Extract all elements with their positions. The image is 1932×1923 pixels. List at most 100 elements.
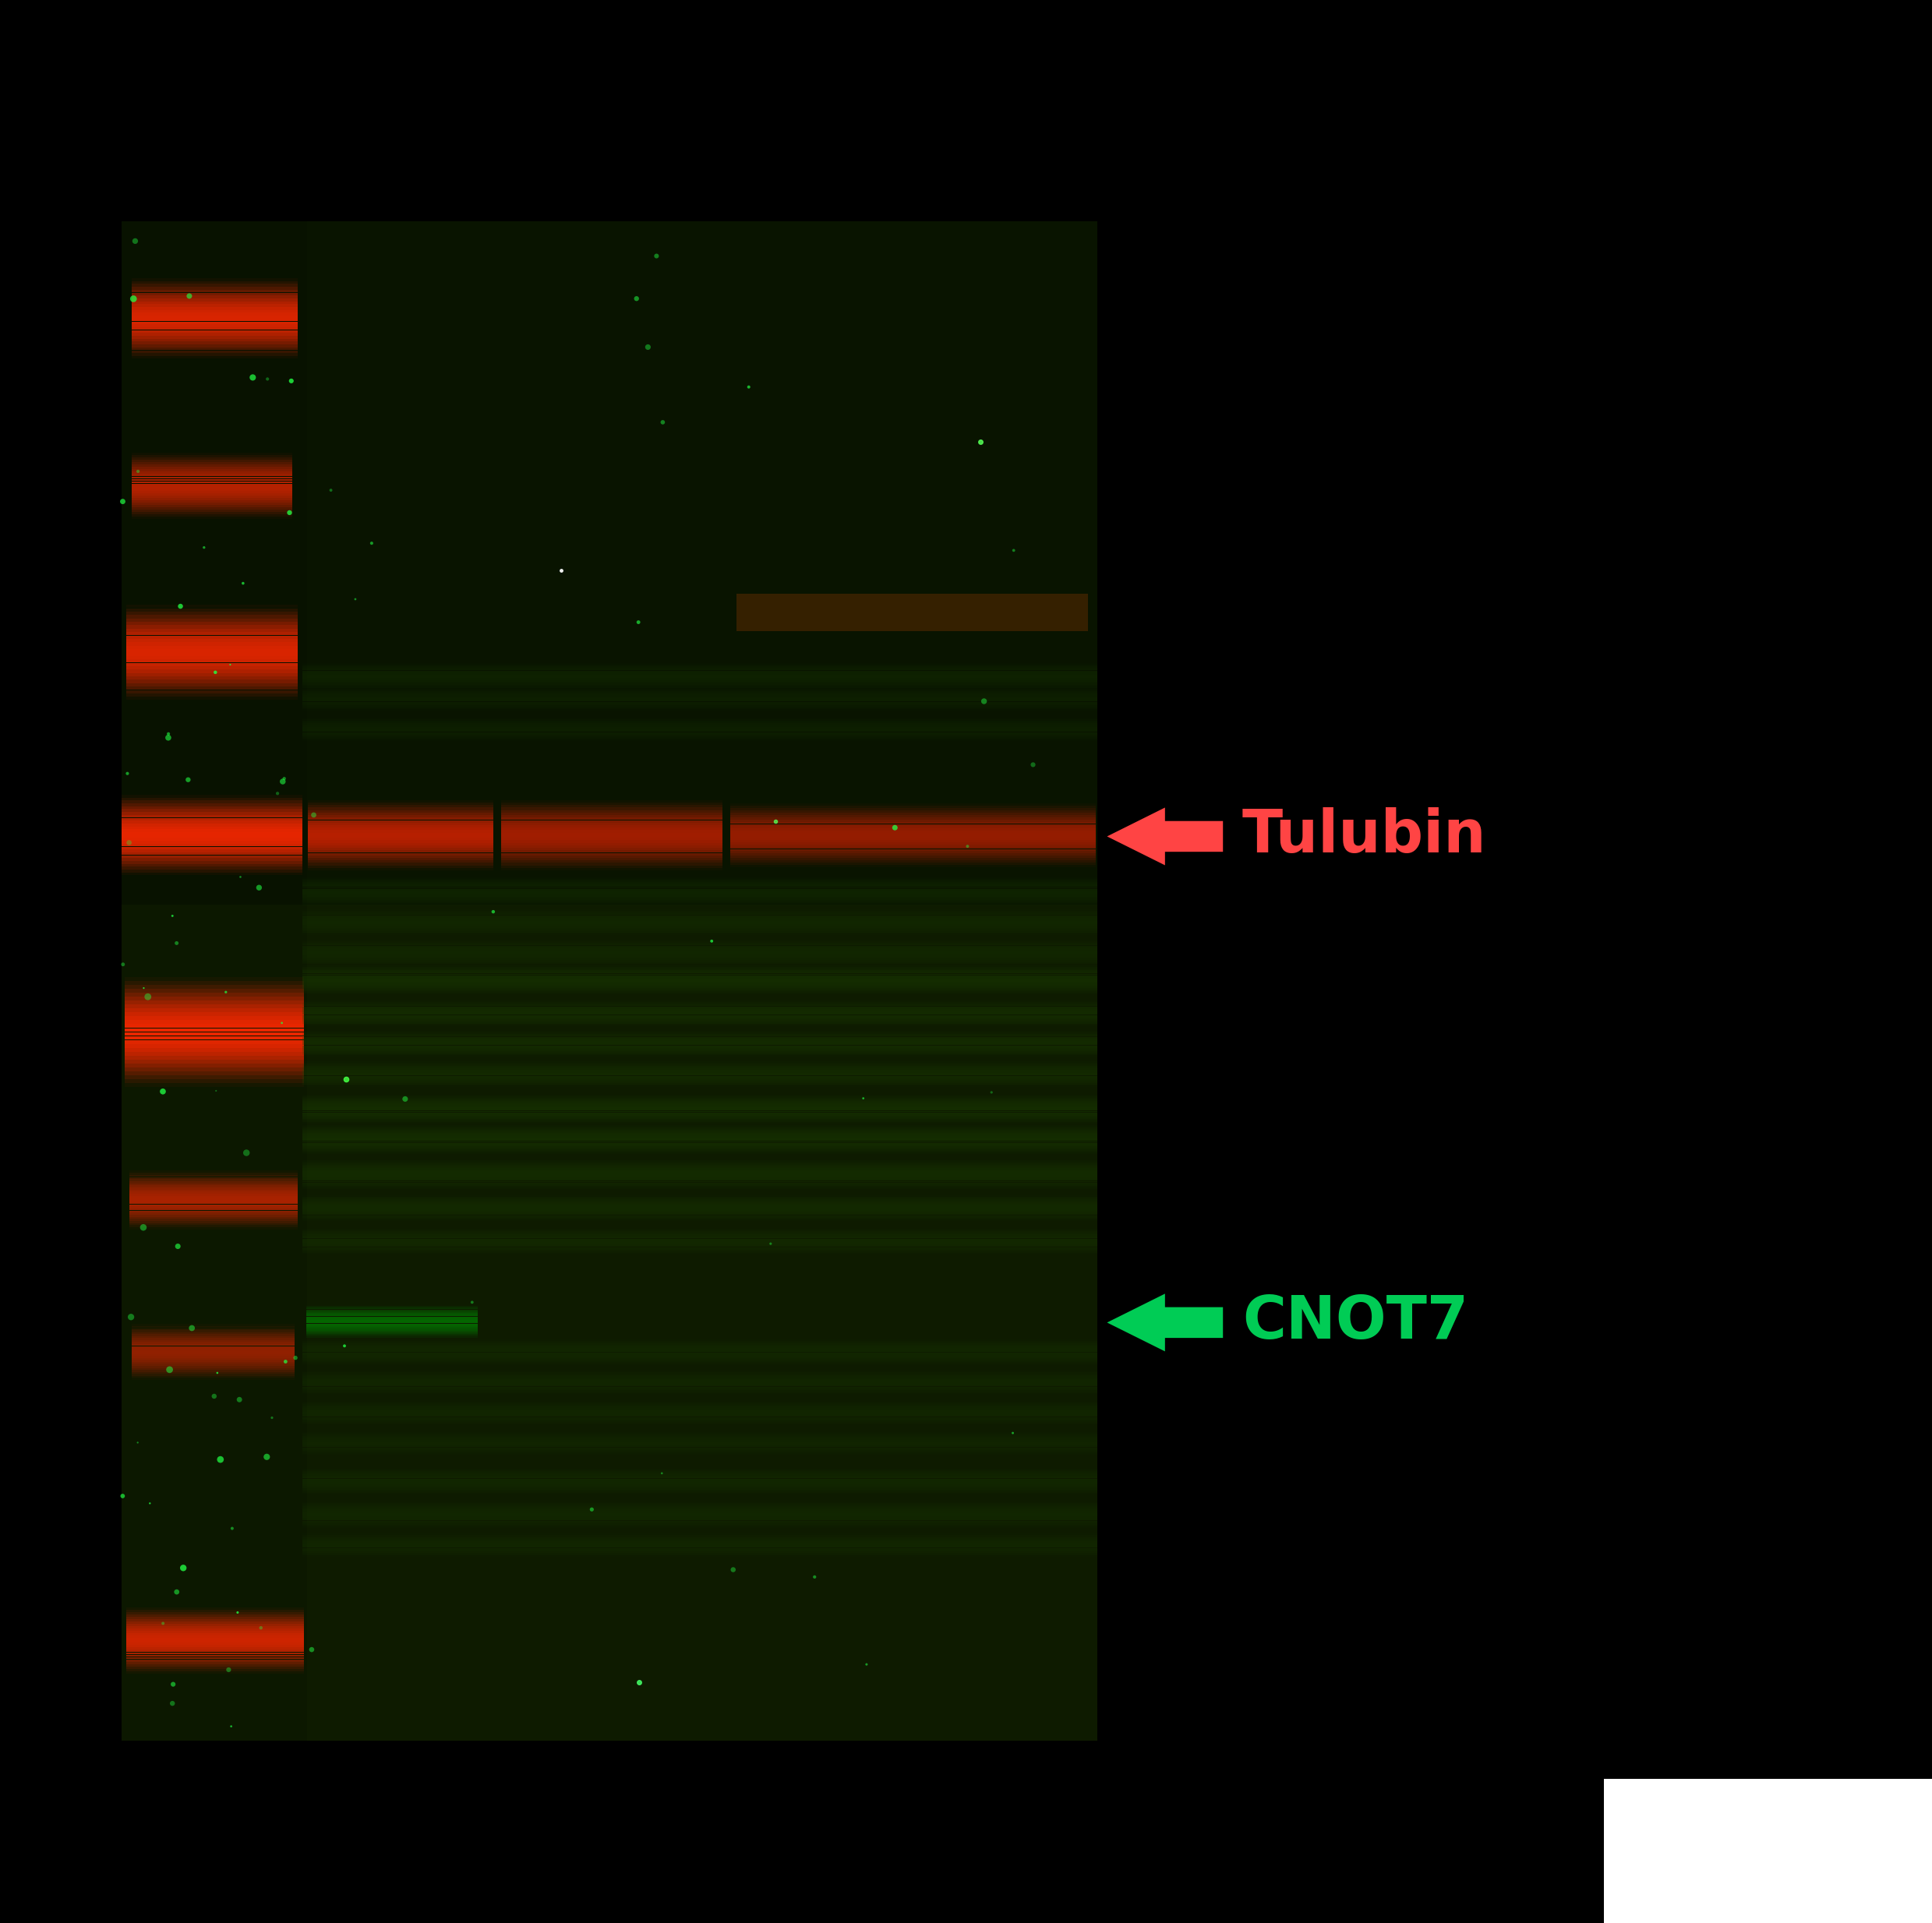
Bar (128, 1658, 303, 1660)
Bar (128, 663, 298, 665)
Bar (730, 852, 1095, 854)
Bar (128, 1642, 303, 1644)
Bar (128, 1667, 303, 1669)
Bar (122, 833, 301, 835)
Bar (500, 835, 723, 838)
Bar (122, 873, 301, 875)
Bar (126, 1063, 303, 1067)
Bar (122, 835, 301, 838)
Bar (129, 1190, 298, 1192)
Circle shape (243, 1150, 249, 1156)
Bar (128, 690, 298, 694)
Bar (131, 321, 298, 325)
Bar (307, 221, 1097, 1740)
Bar (307, 852, 493, 856)
Circle shape (294, 1356, 298, 1360)
Circle shape (655, 254, 659, 258)
Bar (128, 606, 298, 608)
Bar (128, 1663, 303, 1667)
Bar (307, 819, 493, 823)
Bar (730, 810, 1095, 813)
Bar (307, 860, 493, 863)
Bar (131, 462, 292, 465)
Bar (128, 1671, 303, 1673)
Circle shape (354, 598, 355, 600)
Bar (131, 1338, 294, 1340)
Circle shape (172, 915, 174, 917)
Bar (128, 700, 298, 704)
Bar (307, 840, 493, 842)
Circle shape (120, 1494, 126, 1498)
Bar (131, 344, 298, 348)
Circle shape (128, 1313, 133, 1321)
Bar (131, 292, 298, 296)
Circle shape (214, 671, 216, 675)
Bar (128, 621, 298, 625)
Bar (126, 1071, 303, 1075)
Bar (307, 798, 493, 800)
Bar (122, 846, 301, 850)
Bar (129, 1188, 298, 1190)
FancyArrow shape (1107, 1294, 1223, 1352)
Bar (131, 1352, 294, 1354)
Bar (307, 825, 493, 827)
Circle shape (769, 1242, 773, 1244)
Bar (126, 977, 303, 981)
Circle shape (471, 1300, 473, 1304)
Bar (126, 1060, 303, 1063)
Bar (129, 1175, 298, 1177)
Circle shape (730, 1567, 736, 1573)
Bar (131, 450, 292, 452)
Bar (128, 633, 298, 635)
Bar (730, 854, 1095, 856)
Bar (131, 498, 292, 500)
Bar (500, 863, 723, 865)
Bar (131, 456, 292, 458)
Bar (129, 1229, 298, 1231)
Bar (129, 1206, 298, 1208)
Bar (128, 642, 298, 646)
Bar (129, 1225, 298, 1227)
Bar (131, 287, 298, 290)
Bar (730, 835, 1095, 838)
Bar (307, 833, 493, 835)
Bar (131, 510, 292, 512)
Bar (500, 871, 723, 873)
Bar (129, 1219, 298, 1221)
Bar (131, 481, 292, 483)
Bar (122, 875, 301, 879)
Bar (128, 1652, 303, 1654)
Bar (500, 813, 723, 815)
Bar (129, 1208, 298, 1210)
Circle shape (288, 510, 292, 515)
Bar (131, 1350, 294, 1352)
Bar (500, 865, 723, 867)
Circle shape (282, 777, 286, 781)
Bar (131, 469, 292, 471)
Bar (122, 806, 301, 810)
Circle shape (139, 1225, 147, 1231)
Circle shape (226, 1667, 232, 1673)
Bar (126, 1000, 303, 1004)
Bar (129, 1173, 298, 1175)
Circle shape (160, 1088, 166, 1094)
Bar (122, 798, 301, 800)
Bar (131, 483, 292, 487)
Bar (730, 806, 1095, 808)
Bar (131, 302, 298, 304)
Bar (129, 1217, 298, 1219)
Bar (129, 1221, 298, 1223)
Bar (131, 513, 292, 517)
Bar (126, 1036, 303, 1040)
Circle shape (711, 940, 713, 942)
Circle shape (224, 990, 228, 994)
Circle shape (242, 583, 245, 585)
Bar (122, 867, 301, 869)
Bar (128, 656, 298, 660)
Bar (500, 817, 723, 819)
Bar (129, 1227, 298, 1229)
Bar (500, 827, 723, 831)
Bar (126, 1017, 303, 1019)
Bar (128, 694, 298, 696)
Bar (131, 298, 298, 302)
